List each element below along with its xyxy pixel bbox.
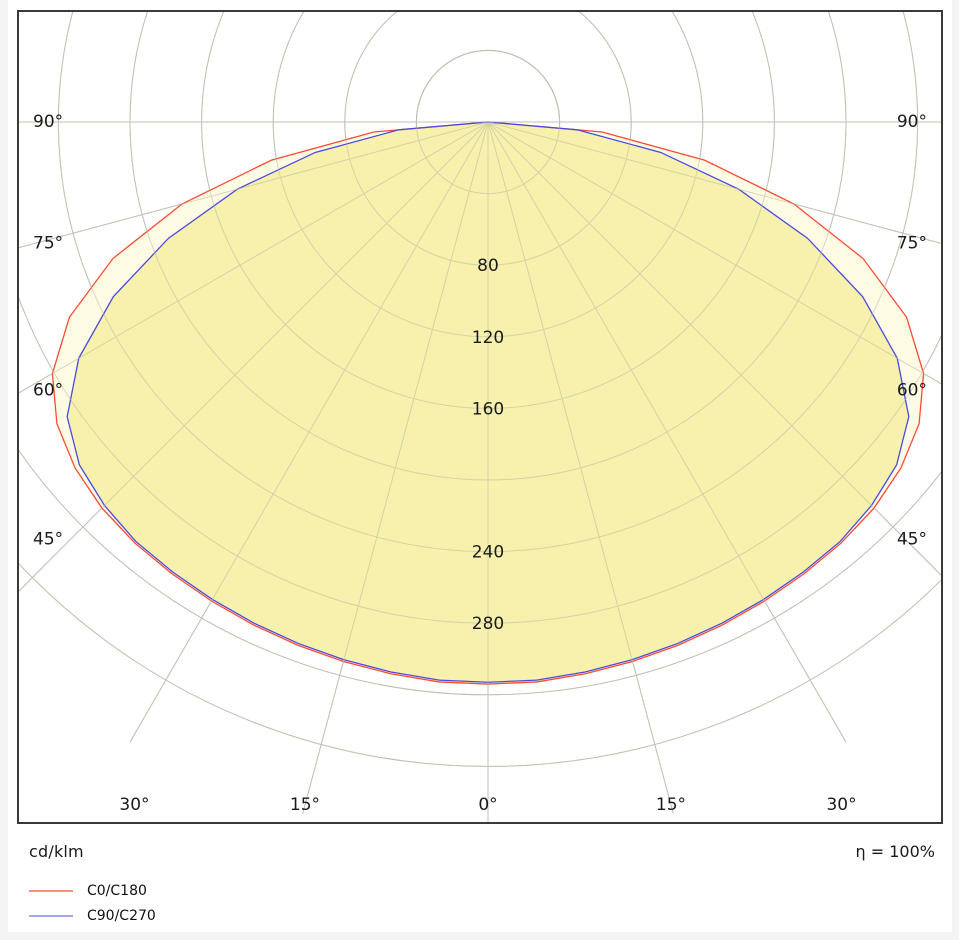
- radial-tick-label: 280: [472, 614, 504, 634]
- angular-gridline-overlay: [487, 121, 941, 244]
- radial-tick-label: 80: [477, 256, 499, 276]
- angle-label-right: 45°: [897, 530, 927, 550]
- angle-label-bottom: 0°: [478, 795, 497, 815]
- legend: C0/C180 C90/C270: [29, 878, 156, 928]
- angle-label-bottom: 15°: [656, 795, 686, 815]
- angle-label-bottom: 30°: [826, 795, 856, 815]
- angular-gridline-overlay: [129, 121, 489, 743]
- angle-label-bottom: 15°: [290, 795, 320, 815]
- angle-label-right: 75°: [897, 233, 927, 253]
- unit-label: cd/klm: [29, 842, 84, 861]
- angle-label-bottom: 30°: [119, 795, 149, 815]
- legend-swatch-c90: [29, 914, 73, 917]
- legend-item: C90/C270: [29, 903, 156, 928]
- angular-gridline-overlay: [19, 121, 489, 592]
- angular-gridline-overlay: [302, 121, 489, 814]
- legend-item: C0/C180: [29, 878, 156, 903]
- angle-label-left: 75°: [33, 233, 63, 253]
- chart-card: 80 120 160 240 280 90° 90° 75° 75° 60° 60° 45° 45° 30…: [8, 0, 952, 932]
- angular-gridline-overlay: [487, 121, 941, 576]
- angular-gridline-overlay: [19, 121, 489, 394]
- angle-label-right: 60°: [897, 381, 927, 401]
- angle-label-left: 45°: [33, 530, 63, 550]
- polar-plot-area: 80 120 160 240 280 90° 90° 75° 75° 60° 60° 45° 45° 30…: [17, 10, 943, 824]
- angular-gridline-overlay: [19, 121, 489, 249]
- chart-footer: cd/klm η = 100% C0/C180 C90/C270: [17, 826, 943, 930]
- polar-chart-svg: 80 120 160 240 280 90° 90° 75° 75° 60° 60° 45° 45° 30…: [19, 12, 941, 822]
- legend-label-c90: C90/C270: [87, 907, 156, 924]
- angular-gridline-overlay: [487, 121, 847, 743]
- legend-swatch-c0: [29, 889, 73, 892]
- angular-gridline-overlay: [487, 121, 674, 814]
- radial-tick-label: 160: [472, 399, 504, 419]
- angle-label-right: 90°: [897, 112, 927, 132]
- efficiency-label: η = 100%: [855, 842, 935, 861]
- legend-label-c0: C0/C180: [87, 882, 147, 899]
- radial-tick-label: 120: [472, 328, 504, 348]
- grid-overlay-group: [19, 12, 941, 822]
- radial-label-group: 80 120 160 240 280: [472, 256, 504, 634]
- radial-tick-label: 240: [472, 543, 504, 563]
- angular-gridline-overlay: [487, 121, 941, 385]
- angle-label-left: 60°: [33, 381, 63, 401]
- angle-label-left: 90°: [33, 112, 63, 132]
